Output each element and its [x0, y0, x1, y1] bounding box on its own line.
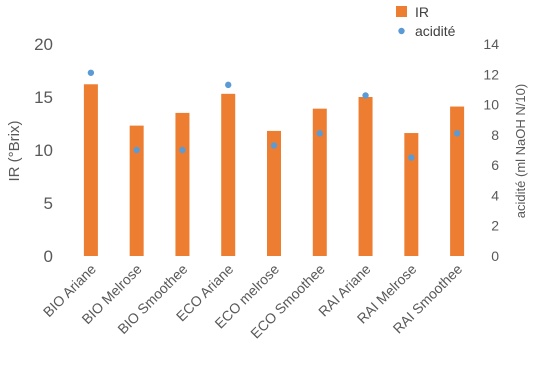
bar-5: [267, 130, 281, 256]
bar-9: [450, 106, 465, 256]
y-tick-label: 5: [44, 194, 53, 213]
point-5: [270, 142, 278, 149]
legend-swatch-ir: [396, 6, 407, 17]
scatter-series-acidite: [87, 69, 461, 161]
left-axis-title: IR (°Brix): [6, 121, 23, 182]
bar-1: [83, 84, 98, 256]
point-6: [316, 130, 323, 137]
y2-tick-label: 8: [491, 127, 499, 143]
right-axis-ticks: 0 2 4 6 8 10 12 14: [483, 36, 499, 264]
legend-swatch-acidite: [398, 27, 405, 35]
y2-tick-label: 10: [483, 97, 499, 113]
y2-tick-label: 0: [491, 248, 499, 264]
point-8: [408, 154, 415, 161]
point-3: [179, 146, 186, 154]
point-2: [133, 146, 140, 154]
point-9: [453, 130, 461, 137]
y-tick-label: 10: [34, 141, 53, 160]
bar-series-ir: [83, 84, 465, 257]
left-axis-ticks: 0 5 10 15 20: [34, 35, 53, 266]
y2-tick-label: 12: [483, 66, 499, 82]
bar-7: [358, 97, 373, 256]
bar-2: [129, 125, 144, 257]
y2-tick-label: 2: [491, 218, 499, 234]
bar-6: [312, 108, 327, 256]
point-7: [362, 92, 369, 99]
right-axis-title: acidité (ml NaOH N/10): [513, 84, 528, 218]
point-4: [225, 81, 232, 89]
point-1: [87, 69, 95, 76]
y2-tick-label: 6: [491, 157, 499, 173]
y-tick-label: 0: [44, 247, 53, 266]
y-tick-label: 15: [34, 88, 53, 107]
y2-tick-label: 14: [483, 36, 499, 52]
bar-4: [221, 93, 236, 256]
y-tick-label: 20: [34, 35, 53, 54]
legend-label-acidite: acidité: [415, 23, 456, 39]
bar-3: [175, 112, 190, 257]
legend: IR acidité: [396, 4, 456, 39]
bar-8: [404, 133, 419, 256]
y2-tick-label: 4: [491, 187, 499, 203]
legend-label-ir: IR: [415, 4, 429, 20]
